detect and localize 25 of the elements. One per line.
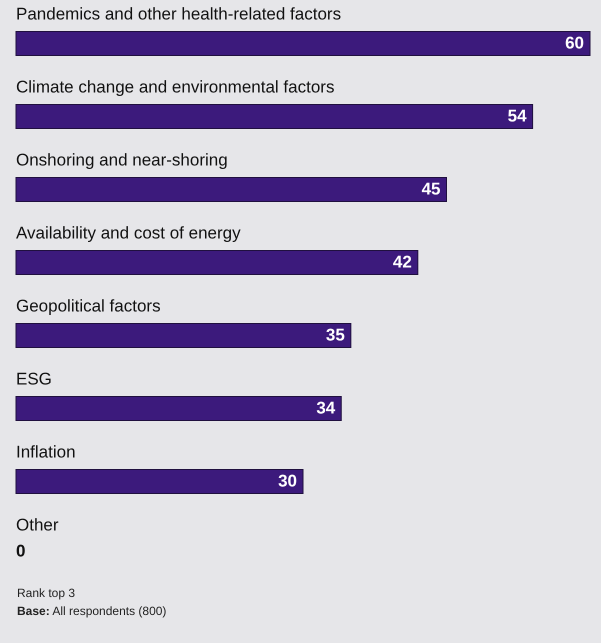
- data-label: 0: [16, 542, 26, 560]
- y-tick-label: Onshoring and near-shoring: [16, 150, 228, 170]
- data-label: 42: [392, 252, 412, 272]
- text: Base: All respondents (800): [17, 603, 168, 620]
- data-label: 34: [316, 398, 336, 418]
- data-label: 35: [326, 326, 345, 344]
- data-label: 45: [422, 180, 440, 198]
- annotation: Rank top 3: [17, 585, 76, 602]
- data-label: 60: [565, 34, 584, 52]
- bar: [16, 469, 304, 494]
- bar: [16, 396, 342, 421]
- y-tick-label: Pandemics and other health-related factors: [16, 4, 342, 24]
- bar: [16, 323, 352, 348]
- y-tick-label: Geopolitical factors: [16, 296, 161, 316]
- bar: [16, 31, 590, 56]
- y-tick-label: Availability and cost of energy: [16, 224, 242, 242]
- y-tick-label: ESG: [16, 370, 52, 388]
- data-label: 54: [508, 106, 528, 126]
- bar: [16, 250, 418, 275]
- y-tick-label: Inflation: [16, 442, 76, 462]
- bar: [16, 104, 534, 129]
- y-tick-label: Other: [16, 516, 59, 534]
- y-tick-label: Climate change and environmental factors: [16, 78, 334, 96]
- bar: [16, 177, 447, 202]
- data-label: 30: [278, 472, 297, 490]
